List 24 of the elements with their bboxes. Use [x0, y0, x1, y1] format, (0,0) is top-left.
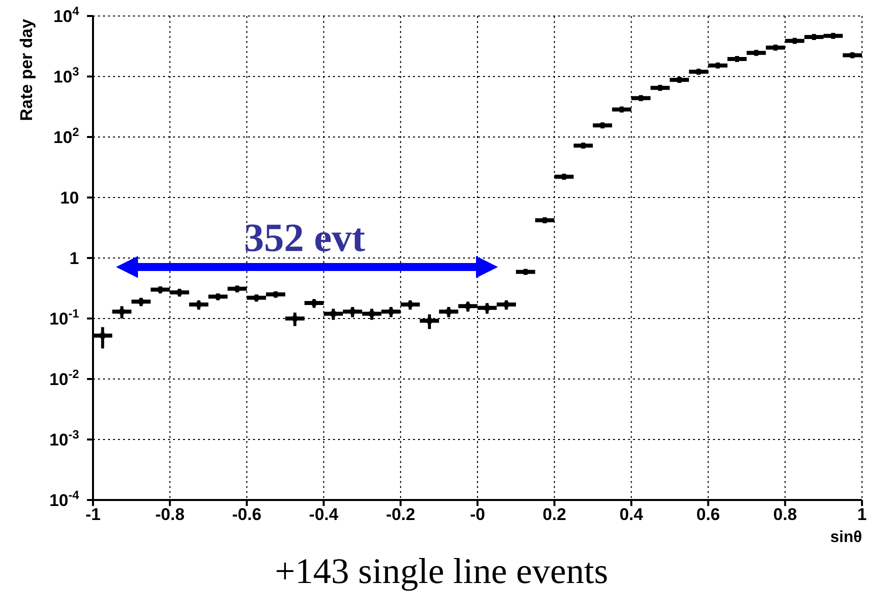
y-tick-label: 10$^{-3}$: [49, 428, 80, 450]
y-axis-title: Rate per day: [17, 18, 36, 121]
x-tick-label: -0.6: [232, 505, 262, 524]
y-tick-label: 10$^{3}$: [53, 64, 80, 86]
y-tick-label: 10$^{-1}$: [49, 306, 80, 328]
y-tick-label: 1: [70, 249, 79, 268]
x-tick-label: 0.8: [773, 505, 797, 524]
text: +143 single line events: [274, 550, 610, 592]
x-tick-label: -0.4: [309, 505, 339, 524]
x-tick-label: -0.8: [155, 505, 185, 524]
y-tick-label: 10$^{-2}$: [49, 367, 80, 389]
x-tick-label: -0: [470, 505, 486, 524]
x-tick-label: -0.2: [386, 505, 416, 524]
x-tick-label: 0.6: [696, 505, 720, 524]
y-tick-label: 10$^{4}$: [53, 4, 80, 26]
y-tick-label: 10: [60, 188, 79, 208]
x-tick-label: 1: [857, 505, 867, 524]
y-tick-label: 10$^{-4}$: [49, 488, 80, 510]
x-axis-title: sinθ: [830, 529, 862, 546]
x-tick-label: 0.2: [542, 505, 566, 524]
y-tick-label: 10$^{2}$: [53, 125, 80, 147]
x-tick-label: 0.4: [619, 505, 644, 524]
annotation: 352 evt: [244, 214, 366, 261]
x-tick-label: -1: [85, 505, 101, 524]
